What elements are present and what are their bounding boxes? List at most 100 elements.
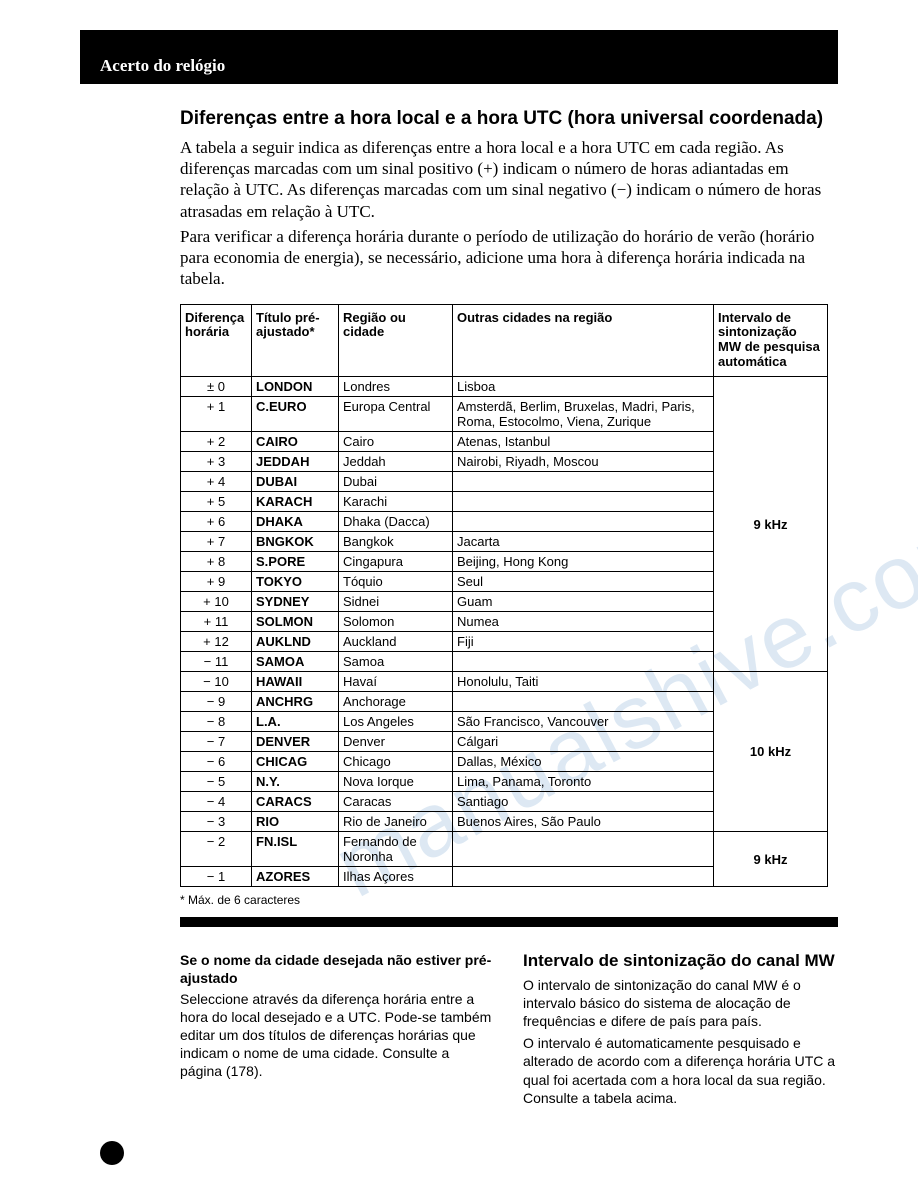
- timezone-table: Diferença horária Título pré-ajustado* R…: [180, 304, 828, 888]
- cell-diff: + 9: [181, 572, 252, 592]
- cell-region: Sidnei: [339, 592, 453, 612]
- page-number-badge: [100, 1141, 124, 1165]
- cell-other: Guam: [453, 592, 714, 612]
- cell-other: Lima, Panama, Toronto: [453, 772, 714, 792]
- cell-other: Seul: [453, 572, 714, 592]
- table-footnote: * Máx. de 6 caracteres: [180, 893, 828, 907]
- cell-diff: + 10: [181, 592, 252, 612]
- table-row: ± 0LONDONLondresLisboa9 kHz: [181, 377, 828, 397]
- intro-paragraph-1: A tabela a seguir indica as diferenças e…: [180, 137, 828, 222]
- cell-region: Dubai: [339, 472, 453, 492]
- th-mw: Intervalo de sintonização MW de pesquisa…: [714, 304, 828, 377]
- cell-diff: + 1: [181, 397, 252, 432]
- header-bar: Acerto do relógio: [80, 30, 838, 84]
- cell-title: AZORES: [252, 867, 339, 887]
- cell-other: Nairobi, Riyadh, Moscou: [453, 452, 714, 472]
- cell-region: Fernando de Noronha: [339, 832, 453, 867]
- cell-diff: − 8: [181, 712, 252, 732]
- cell-diff: + 3: [181, 452, 252, 472]
- cell-diff: + 2: [181, 432, 252, 452]
- cell-other: Santiago: [453, 792, 714, 812]
- th-other: Outras cidades na região: [453, 304, 714, 377]
- cell-diff: + 8: [181, 552, 252, 572]
- cell-diff: − 6: [181, 752, 252, 772]
- divider-bar: [180, 917, 838, 927]
- cell-diff: − 7: [181, 732, 252, 752]
- cell-mw: 10 kHz: [714, 672, 828, 832]
- cell-title: L.A.: [252, 712, 339, 732]
- cell-diff: − 10: [181, 672, 252, 692]
- cell-title: JEDDAH: [252, 452, 339, 472]
- header-title: Acerto do relógio: [100, 56, 225, 75]
- cell-title: RIO: [252, 812, 339, 832]
- right-column: Intervalo de sintonização do canal MW O …: [523, 951, 838, 1111]
- table-row: − 10HAWAIIHavaíHonolulu, Taiti10 kHz: [181, 672, 828, 692]
- cell-title: HAWAII: [252, 672, 339, 692]
- cell-region: Denver: [339, 732, 453, 752]
- cell-title: DENVER: [252, 732, 339, 752]
- cell-other: Jacarta: [453, 532, 714, 552]
- cell-other: São Francisco, Vancouver: [453, 712, 714, 732]
- cell-region: Londres: [339, 377, 453, 397]
- cell-region: Tóquio: [339, 572, 453, 592]
- cell-diff: + 12: [181, 632, 252, 652]
- cell-diff: ± 0: [181, 377, 252, 397]
- cell-mw: 9 kHz: [714, 377, 828, 672]
- left-col-heading: Se o nome da cidade desejada não estiver…: [180, 951, 495, 987]
- cell-region: Cairo: [339, 432, 453, 452]
- cell-diff: − 11: [181, 652, 252, 672]
- cell-region: Chicago: [339, 752, 453, 772]
- cell-region: Jeddah: [339, 452, 453, 472]
- cell-diff: − 3: [181, 812, 252, 832]
- cell-title: TOKYO: [252, 572, 339, 592]
- th-diff: Diferença horária: [181, 304, 252, 377]
- cell-diff: − 4: [181, 792, 252, 812]
- cell-title: CARACS: [252, 792, 339, 812]
- cell-diff: + 4: [181, 472, 252, 492]
- cell-region: Nova Iorque: [339, 772, 453, 792]
- left-col-body: Seleccione através da diferença horária …: [180, 990, 495, 1081]
- cell-title: SAMOA: [252, 652, 339, 672]
- cell-diff: + 11: [181, 612, 252, 632]
- cell-title: SOLMON: [252, 612, 339, 632]
- intro-paragraph-2: Para verificar a diferença horária duran…: [180, 226, 828, 290]
- right-col-heading: Intervalo de sintonização do canal MW: [523, 951, 838, 971]
- cell-other: [453, 512, 714, 532]
- cell-diff: − 2: [181, 832, 252, 867]
- cell-other: [453, 492, 714, 512]
- cell-title: LONDON: [252, 377, 339, 397]
- cell-diff: + 6: [181, 512, 252, 532]
- cell-title: C.EURO: [252, 397, 339, 432]
- table-header-row: Diferença horária Título pré-ajustado* R…: [181, 304, 828, 377]
- th-title: Título pré-ajustado*: [252, 304, 339, 377]
- cell-region: Karachi: [339, 492, 453, 512]
- cell-diff: + 5: [181, 492, 252, 512]
- cell-other: [453, 832, 714, 867]
- table-row: − 2FN.ISLFernando de Noronha9 kHz: [181, 832, 828, 867]
- cell-other: Buenos Aires, São Paulo: [453, 812, 714, 832]
- cell-other: Beijing, Hong Kong: [453, 552, 714, 572]
- cell-region: Bangkok: [339, 532, 453, 552]
- cell-title: S.PORE: [252, 552, 339, 572]
- cell-title: KARACH: [252, 492, 339, 512]
- cell-region: Auckland: [339, 632, 453, 652]
- cell-diff: − 9: [181, 692, 252, 712]
- cell-title: AUKLND: [252, 632, 339, 652]
- main-content: Diferenças entre a hora local e a hora U…: [180, 108, 828, 907]
- cell-other: [453, 867, 714, 887]
- cell-region: Caracas: [339, 792, 453, 812]
- cell-other: Numea: [453, 612, 714, 632]
- cell-other: Honolulu, Taiti: [453, 672, 714, 692]
- cell-region: Los Angeles: [339, 712, 453, 732]
- cell-region: Anchorage: [339, 692, 453, 712]
- cell-diff: + 7: [181, 532, 252, 552]
- cell-mw: 9 kHz: [714, 832, 828, 887]
- left-column: Se o nome da cidade desejada não estiver…: [180, 951, 495, 1111]
- th-region: Região ou cidade: [339, 304, 453, 377]
- cell-region: Cingapura: [339, 552, 453, 572]
- cell-title: BNGKOK: [252, 532, 339, 552]
- right-col-p1: O intervalo de sintonização do canal MW …: [523, 976, 838, 1031]
- cell-region: Samoa: [339, 652, 453, 672]
- cell-title: DHAKA: [252, 512, 339, 532]
- cell-title: DUBAI: [252, 472, 339, 492]
